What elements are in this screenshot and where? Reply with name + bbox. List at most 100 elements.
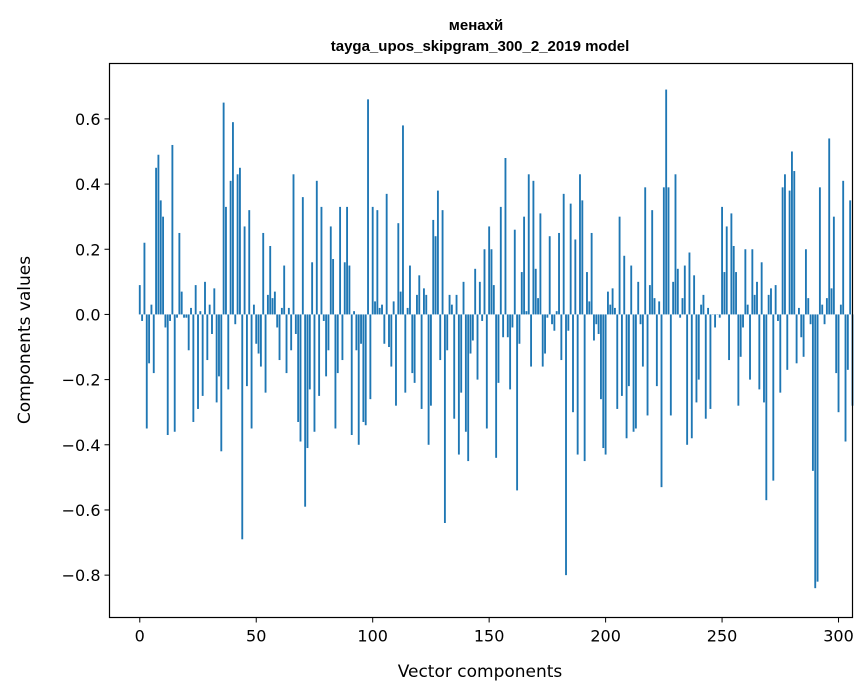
bar (504, 158, 507, 315)
bar (506, 314, 509, 338)
bar (169, 314, 171, 321)
bar (784, 174, 786, 315)
bar (544, 314, 546, 354)
bar (669, 314, 672, 416)
bar (138, 285, 141, 315)
bar (576, 314, 579, 455)
bar (339, 206, 342, 315)
bar (218, 314, 220, 377)
bar (532, 180, 535, 315)
bar (308, 314, 311, 390)
bar (364, 314, 367, 426)
bar (152, 314, 155, 374)
bar (721, 206, 723, 315)
bar (327, 314, 330, 351)
y-axis-ticks: −0.8 −0.6 −0.4 −0.2 0.0 0.2 0.4 0.6 (62, 110, 110, 585)
bar (273, 291, 276, 315)
bar (278, 314, 281, 361)
x-tick-label: 0 (135, 627, 145, 646)
bar (471, 314, 474, 341)
bar (707, 307, 710, 315)
bar (520, 272, 523, 315)
bar (513, 229, 516, 315)
bar (488, 226, 491, 315)
y-tick-label: −0.6 (62, 501, 101, 520)
y-tick-label: 0.2 (75, 240, 100, 259)
bar (688, 252, 691, 315)
bar (651, 210, 654, 315)
bar (525, 311, 528, 315)
bar (732, 245, 735, 315)
bar (434, 236, 437, 315)
bar (709, 314, 712, 409)
bar (241, 314, 244, 540)
bar (211, 314, 213, 334)
bar (325, 314, 328, 377)
bar (443, 314, 446, 523)
bar (665, 89, 668, 315)
bar (148, 314, 151, 364)
bar (634, 314, 637, 429)
bar (420, 314, 423, 409)
bar (206, 314, 209, 361)
bar (786, 314, 789, 370)
bar (332, 259, 335, 315)
bar (469, 314, 472, 354)
bar (215, 314, 218, 403)
bar (604, 314, 607, 455)
bar (245, 314, 248, 387)
bar (180, 291, 183, 315)
bar (725, 226, 728, 315)
bar (795, 314, 798, 364)
bar (171, 144, 174, 315)
bar (350, 314, 353, 436)
bar (381, 304, 383, 315)
bar (611, 288, 614, 315)
bar (648, 285, 651, 315)
bar (697, 314, 700, 380)
bar (572, 314, 574, 413)
bar (318, 314, 321, 396)
bar (457, 314, 460, 455)
bar (467, 314, 470, 462)
bar (662, 187, 665, 315)
bar (259, 314, 262, 367)
bar (234, 314, 237, 325)
bar (208, 304, 211, 315)
bar (690, 314, 693, 439)
bar (297, 314, 300, 422)
bar (676, 268, 679, 315)
bar (227, 314, 230, 390)
bar (700, 304, 703, 315)
bar (232, 122, 234, 315)
bar (541, 314, 544, 367)
bar (155, 167, 158, 315)
bar (294, 314, 297, 334)
bar (637, 281, 640, 315)
bar (374, 301, 376, 315)
x-tick-label: 100 (357, 627, 388, 646)
bar (371, 206, 374, 315)
bar (763, 314, 765, 403)
bar (299, 314, 302, 442)
bar (315, 180, 318, 315)
bar (336, 314, 339, 374)
bar (481, 314, 484, 321)
bar (597, 314, 600, 334)
bar (362, 314, 365, 422)
bar (730, 213, 733, 315)
bar (402, 125, 404, 315)
bar (590, 232, 593, 315)
bar (593, 314, 595, 341)
bar (266, 294, 269, 315)
bar (581, 200, 584, 315)
bar (658, 301, 661, 315)
bar (183, 314, 185, 318)
bar (418, 275, 421, 315)
bar (567, 314, 570, 331)
bar (770, 288, 772, 315)
bar (346, 206, 349, 315)
bar (758, 314, 761, 390)
bar (537, 298, 539, 315)
bar (162, 216, 165, 315)
